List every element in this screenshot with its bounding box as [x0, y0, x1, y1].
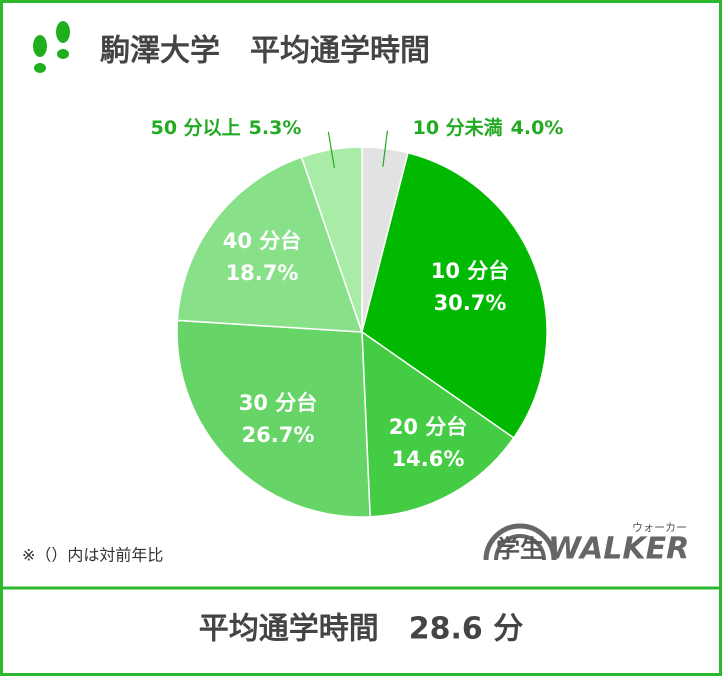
slice-value: 26.7% — [242, 423, 315, 447]
logo: 学生 WALKER ウォーカー — [483, 521, 689, 567]
chart-title: 駒澤大学 平均通学時間 — [100, 34, 430, 69]
slice-category: 10 分未満 — [413, 116, 503, 139]
slice-value: 4.0% — [511, 117, 564, 139]
slice-category: 40 分台 — [223, 229, 302, 253]
slice-category: 10 分台 — [431, 259, 510, 283]
slice-category: 20 分台 — [389, 415, 468, 439]
leader-line — [382, 130, 389, 167]
pie-slice — [361, 330, 515, 518]
logo-reading: ウォーカー — [632, 521, 687, 534]
slice-value: 5.3% — [249, 117, 302, 139]
slice-label: 10 分未満 4.0% — [413, 116, 564, 139]
logo-brand: WALKER — [548, 532, 689, 567]
leader-line — [327, 131, 335, 168]
pie-slice — [176, 319, 371, 518]
pie-slice — [361, 151, 548, 439]
note: ※（）内は対前年比 — [22, 546, 163, 565]
slice-value: 30.7% — [434, 291, 507, 315]
pie — [176, 146, 548, 518]
logo-main: 学生 — [496, 535, 544, 563]
pie-slice — [176, 156, 364, 333]
slice-category: 50 分以上 — [151, 117, 241, 139]
footprint-icon — [33, 21, 70, 73]
slice-label: 50 分以上 5.3% — [151, 117, 302, 139]
slice-value: 14.6% — [392, 447, 465, 471]
slice-value: 18.7% — [226, 261, 299, 285]
footer: 平均通学時間 28.6 分 — [199, 612, 523, 647]
slice-category: 30 分台 — [239, 391, 318, 415]
